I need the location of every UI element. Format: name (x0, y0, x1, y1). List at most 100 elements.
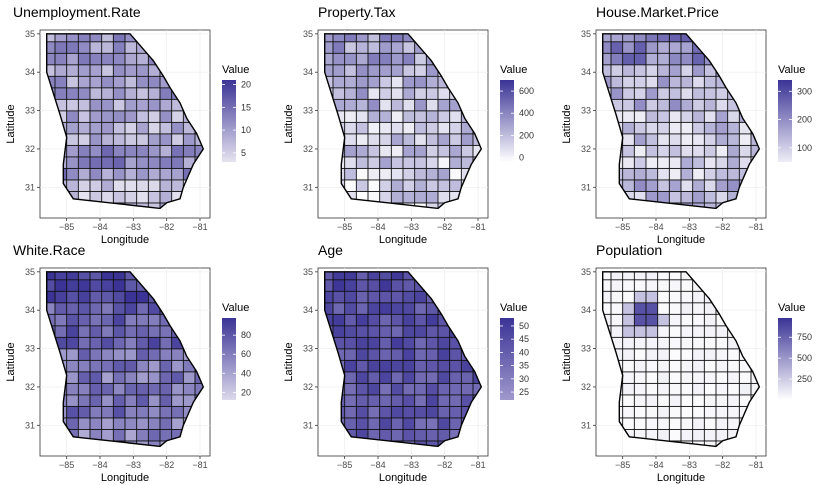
county (66, 98, 80, 112)
legend-colorbar (778, 80, 792, 162)
county (668, 41, 682, 54)
county (344, 290, 358, 304)
state-outline (324, 33, 483, 210)
county (66, 133, 80, 146)
county (703, 405, 717, 419)
county (449, 359, 463, 373)
county (645, 144, 659, 158)
county (668, 348, 682, 361)
county (738, 144, 752, 158)
county (77, 394, 91, 407)
county (344, 144, 358, 158)
county (355, 336, 369, 350)
county (390, 302, 404, 315)
county (66, 313, 80, 327)
county (355, 302, 369, 315)
county (414, 190, 428, 204)
county (703, 144, 717, 158)
y-tick-label: 35 (303, 267, 313, 277)
county (657, 144, 671, 158)
county (414, 302, 428, 315)
county (703, 417, 717, 430)
county (54, 64, 68, 77)
county (344, 382, 358, 396)
county (124, 98, 138, 112)
county (645, 87, 659, 100)
county (414, 336, 428, 350)
county (124, 179, 138, 192)
chart-panel-4: Age −85 −84 −83 −82 −81 35 34 33 32 31 Longitude Lat… (283, 242, 529, 484)
legend-tick-label: 35 (519, 361, 529, 371)
y-tick-label: 32 (303, 382, 313, 392)
legend-title: Value (778, 302, 805, 314)
county (657, 382, 671, 396)
county (89, 87, 103, 100)
county (159, 325, 173, 338)
county (112, 121, 126, 135)
county (633, 87, 647, 100)
county (727, 179, 741, 192)
county (136, 428, 150, 442)
county (101, 110, 115, 123)
county (136, 121, 150, 135)
county (136, 371, 150, 384)
county (89, 52, 103, 66)
county (136, 144, 150, 158)
x-tick-label: −81 (192, 222, 207, 232)
county (402, 156, 416, 169)
x-tick-label: −84 (648, 460, 663, 470)
county (379, 313, 393, 327)
county (633, 41, 647, 54)
county (136, 313, 150, 327)
county (159, 371, 173, 384)
county (171, 371, 185, 384)
chart-panel-2: House.Market.Price −85 −84 −83 −82 −81 35 34 33 3… (561, 4, 812, 246)
county (657, 279, 671, 292)
county (633, 52, 647, 66)
county (344, 405, 358, 419)
county (727, 371, 741, 384)
county (680, 75, 694, 89)
legend-tick-label: 25 (519, 387, 529, 397)
county (367, 405, 381, 419)
county (77, 167, 91, 181)
legend-tick-label: 20 (241, 80, 251, 90)
county (414, 121, 428, 135)
county (437, 121, 451, 135)
county (622, 382, 636, 396)
county (425, 110, 439, 123)
county (633, 405, 647, 419)
county (633, 167, 647, 181)
y-tick-label: 31 (25, 420, 35, 430)
legend-tick-label: 200 (519, 130, 534, 140)
county (171, 382, 185, 396)
county (680, 110, 694, 123)
county (449, 156, 463, 169)
county (715, 417, 729, 430)
county (680, 290, 694, 304)
county (136, 325, 150, 338)
county (622, 75, 636, 89)
county (668, 167, 682, 181)
county (77, 302, 91, 315)
county (449, 179, 463, 192)
county (89, 382, 103, 396)
county (66, 179, 80, 192)
county (449, 133, 463, 146)
county (402, 87, 416, 100)
y-tick-label: 33 (303, 344, 313, 354)
county (344, 336, 358, 350)
county (355, 75, 369, 89)
legend-tick-label: 250 (797, 374, 812, 384)
county (171, 359, 185, 373)
county (355, 110, 369, 123)
county (332, 325, 346, 338)
county (610, 52, 624, 66)
county (77, 371, 91, 384)
county (657, 121, 671, 135)
county (657, 98, 671, 112)
county (657, 428, 671, 442)
county (77, 156, 91, 169)
county (332, 290, 346, 304)
county (390, 41, 404, 54)
